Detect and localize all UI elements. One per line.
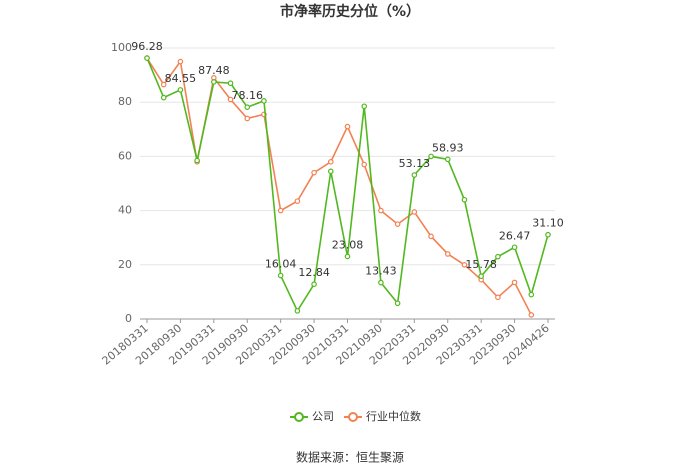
data-label: 15.78 xyxy=(465,258,497,271)
data-point xyxy=(511,244,518,251)
legend-marker xyxy=(294,412,304,422)
data-point xyxy=(261,98,267,104)
data-point xyxy=(428,233,434,240)
y-tick-label: 80 xyxy=(118,95,132,108)
data-point xyxy=(411,172,418,178)
data-point xyxy=(244,115,251,122)
data-label: 23.08 xyxy=(332,238,364,251)
data-point xyxy=(227,96,234,103)
y-tick-label: 20 xyxy=(118,258,132,271)
data-label: 96.28 xyxy=(131,40,163,53)
data-point xyxy=(211,79,217,85)
data-label: 87.48 xyxy=(198,64,230,77)
data-point xyxy=(428,153,434,160)
data-point xyxy=(160,94,167,101)
data-point xyxy=(311,169,317,176)
data-point xyxy=(194,157,200,164)
data-point xyxy=(528,291,535,298)
data-point xyxy=(244,104,251,110)
series-line xyxy=(146,57,533,316)
data-label: 84.55 xyxy=(165,72,197,85)
data-point xyxy=(177,87,184,93)
data-point xyxy=(361,161,368,168)
data-point xyxy=(144,55,150,61)
data-point xyxy=(444,251,451,257)
data-point xyxy=(344,123,351,130)
data-point xyxy=(277,272,284,279)
y-tick-label: 60 xyxy=(118,149,132,162)
data-point xyxy=(394,300,401,307)
chart-title: 市净率历史分位（%） xyxy=(280,3,420,20)
data-label: 31.10 xyxy=(532,217,564,230)
data-label: 12.84 xyxy=(298,266,330,279)
data-label: 16.04 xyxy=(265,258,297,271)
series-line xyxy=(146,57,549,313)
data-point xyxy=(311,281,317,288)
data-label: 13.43 xyxy=(365,265,397,278)
legend-marker xyxy=(348,412,358,422)
data-point xyxy=(327,168,334,175)
data-point xyxy=(294,308,301,314)
data-point xyxy=(294,198,301,204)
data-point xyxy=(378,207,384,214)
data-point xyxy=(361,103,368,110)
data-point xyxy=(227,80,234,87)
data-point xyxy=(344,253,351,260)
y-tick-label: 100 xyxy=(111,41,132,54)
data-point xyxy=(495,294,501,301)
data-point xyxy=(327,159,334,165)
source: 数据来源：恒生聚源 xyxy=(296,450,404,465)
data-label: 58.93 xyxy=(432,141,464,154)
legend-label: 行业中位数 xyxy=(366,409,421,423)
data-label: 53.13 xyxy=(399,157,431,170)
data-point xyxy=(478,273,484,280)
data-point xyxy=(495,253,501,260)
data-point xyxy=(411,209,418,215)
data-point xyxy=(461,196,468,203)
legend-label: 公司 xyxy=(312,410,334,423)
data-label: 78.16 xyxy=(232,89,264,102)
data-point xyxy=(511,279,518,286)
legend-item: 公司 xyxy=(290,410,334,423)
data-point xyxy=(378,279,384,286)
data-point xyxy=(277,207,284,214)
y-tick-label: 40 xyxy=(118,204,132,217)
data-point xyxy=(545,231,551,238)
data-point xyxy=(177,58,184,65)
legend-item: 行业中位数 xyxy=(344,409,421,423)
data-label: 26.47 xyxy=(499,229,531,242)
data-point xyxy=(444,156,451,163)
data-point xyxy=(160,81,167,88)
y-tick-label: 0 xyxy=(125,312,132,325)
data-point xyxy=(528,312,535,318)
data-point xyxy=(394,221,401,227)
data-point xyxy=(461,261,468,268)
